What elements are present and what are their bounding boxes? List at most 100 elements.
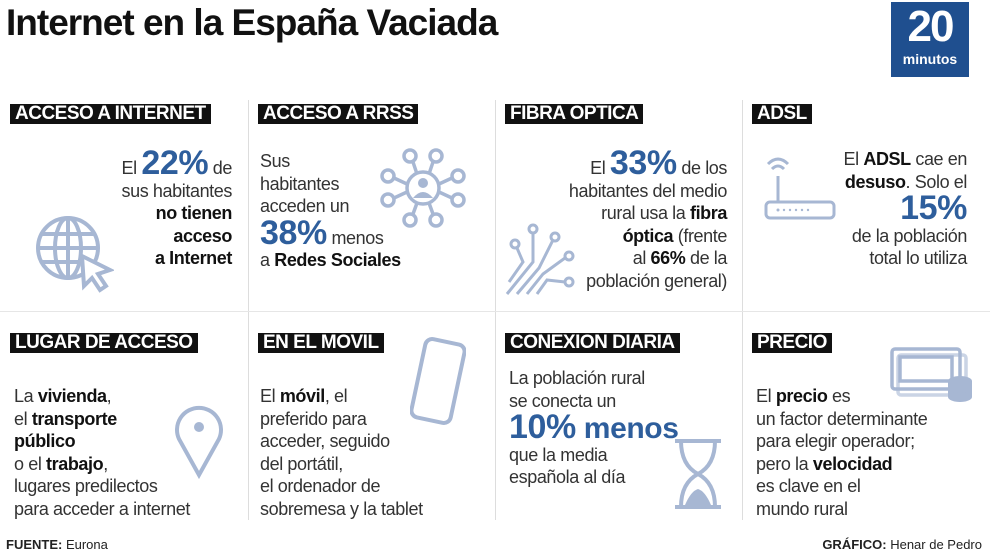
text-line: al 66% de la — [569, 247, 728, 270]
text-segment: , — [106, 386, 112, 406]
credit: GRÁFICO: Henar de Pedro — [822, 537, 982, 552]
source-label: FUENTE: — [6, 537, 63, 552]
text-line: se conecta un — [509, 390, 679, 413]
text-segment: un factor determinante — [756, 408, 928, 429]
text-segment: sus habitantes — [121, 180, 233, 201]
text-segment: menos — [575, 412, 679, 445]
text-line: 15% — [844, 191, 967, 225]
social-network-icon — [380, 148, 466, 228]
text-segment: El — [843, 149, 864, 169]
text-segment: El — [121, 158, 142, 178]
text-line: público — [14, 430, 190, 453]
text-segment: para elegir operador; — [756, 431, 915, 451]
text-segment: a — [260, 250, 275, 270]
text-line: sus habitantes — [122, 180, 233, 203]
text-segment: de la población — [851, 225, 968, 246]
text-segment: acceden un — [260, 196, 350, 216]
text-line: para elegir operador; — [756, 430, 927, 453]
text-segment: acceder, seguido — [260, 431, 390, 451]
text-segment: sobremesa y la tablet — [260, 498, 423, 519]
text-segment: es clave en el — [756, 476, 861, 496]
card-label: LUGAR DE ACCESO — [10, 333, 198, 353]
text-segment: total lo utiliza — [869, 248, 967, 268]
card-text: El 22% de sus habitantes no tienen acceso a … — [121, 146, 233, 270]
text-line: pero la velocidad — [756, 453, 927, 476]
text-segment: población general) — [586, 270, 727, 291]
credit-value: Henar de Pedro — [886, 537, 982, 552]
card-en-el-movil: EN EL MOVIL El móvil, el preferido para ac… — [248, 333, 495, 556]
text-line: o el trabajo, — [14, 453, 190, 476]
text-segment: trabajo — [46, 453, 104, 474]
text-line: un factor determinante — [756, 408, 928, 431]
money-icon — [890, 347, 972, 402]
text-segment: o el — [14, 453, 47, 474]
text-segment: menos — [326, 227, 384, 248]
credit-label: GRÁFICO: — [822, 537, 887, 552]
card-acceso-internet: ACCESO A INTERNET El 22% de sus habitante… — [0, 104, 247, 332]
text-line: 38% menos — [260, 216, 401, 250]
text-segment: El — [756, 386, 776, 406]
text-segment: de — [208, 158, 233, 178]
card-label: ACCESO A RRSS — [258, 104, 419, 124]
text-line: acceder, seguido — [260, 430, 423, 453]
card-text: Sus habitantes acceden un 38% menos a Redes … — [260, 150, 401, 272]
text-line: población general) — [569, 270, 727, 293]
text-line: rural usa la fibra — [569, 202, 727, 225]
highlight-stat: 33% — [609, 144, 677, 182]
smartphone-icon — [410, 337, 466, 425]
text-segment: La población rural — [509, 368, 645, 388]
card-fibra-optica: FIBRA OPTICA El 33% de los habitantes del… — [495, 104, 742, 332]
card-acceso-rrss: ACCESO A RRSS Sus habitantes acceden un 38%… — [248, 104, 495, 332]
text-line: lugares predilectos — [14, 475, 190, 498]
text-line: española al día — [509, 466, 679, 489]
page-title: Internet en la España Vaciada — [6, 2, 498, 43]
text-line: acceden un — [260, 195, 401, 218]
text-line: El ADSL cae en — [843, 148, 968, 171]
text-segment: se conecta un — [509, 390, 616, 411]
text-segment: óptica — [622, 225, 674, 246]
text-segment: acceso — [173, 225, 232, 246]
text-segment: rural usa la — [601, 203, 690, 223]
text-segment: no tienen — [155, 203, 233, 223]
text-line: El móvil, el — [260, 385, 423, 408]
card-text: El ADSL cae en desuso. Solo el 15% de la po… — [843, 148, 968, 270]
text-line: de la población — [844, 225, 968, 248]
text-segment: transporte — [31, 408, 117, 429]
card-label: PRECIO — [752, 333, 832, 353]
divider — [495, 100, 496, 520]
location-pin-icon — [175, 405, 223, 479]
highlight-stat: 15% — [900, 189, 967, 227]
text-segment: es — [827, 386, 851, 406]
text-segment: de los — [676, 158, 727, 178]
text-segment: La — [14, 386, 38, 406]
card-label: ADSL — [752, 104, 812, 124]
text-segment: lugares predilectos — [14, 476, 158, 496]
text-segment: 66% — [650, 248, 686, 268]
card-precio: PRECIO El precio es un factor determinant… — [742, 333, 989, 556]
source-value: Eurona — [62, 537, 108, 552]
divider — [742, 100, 743, 520]
card-text: El móvil, el preferido para acceder, segui… — [260, 385, 423, 520]
highlight-stat: 22% — [141, 144, 209, 182]
text-segment: mundo rural — [756, 498, 848, 519]
text-line: total lo utiliza — [844, 247, 967, 270]
text-segment: velocidad — [812, 453, 893, 474]
text-segment: . Solo el — [905, 171, 968, 192]
text-line: mundo rural — [756, 498, 927, 521]
card-text: El precio es un factor determinante para e… — [756, 385, 928, 521]
text-line: a Redes Sociales — [260, 249, 401, 272]
text-line: Sus — [260, 150, 401, 173]
text-segment: el — [14, 408, 32, 429]
text-line: del portátil, — [260, 453, 423, 476]
globe-cursor-icon — [36, 216, 114, 293]
text-segment: (frente — [673, 225, 728, 246]
text-line: preferido para — [260, 408, 423, 431]
fiber-optic-icon — [505, 223, 575, 295]
card-adsl: ADSL El ADSL cae en desuso. Solo el 15% de … — [742, 104, 989, 332]
card-text: El 33% de los habitantes del medio rural u… — [569, 146, 728, 293]
text-segment: El — [590, 158, 610, 178]
text-line: que la media — [509, 444, 679, 467]
text-line: a Internet — [122, 247, 232, 270]
text-segment: española al día — [509, 467, 626, 487]
